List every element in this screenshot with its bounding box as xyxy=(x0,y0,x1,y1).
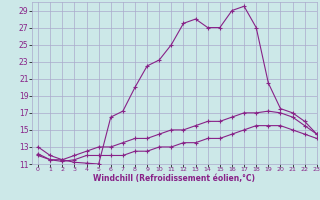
X-axis label: Windchill (Refroidissement éolien,°C): Windchill (Refroidissement éolien,°C) xyxy=(93,174,255,183)
